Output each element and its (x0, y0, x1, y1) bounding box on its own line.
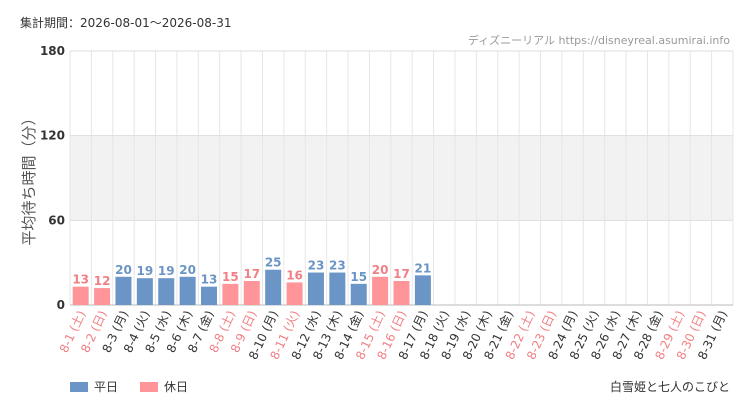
bar (136, 278, 153, 305)
bar-value-label: 16 (286, 268, 303, 282)
y-axis-label: 平均待ち時間（分） (20, 110, 38, 245)
legend-swatch-holiday (140, 381, 159, 392)
bar-value-label: 20 (372, 263, 389, 277)
legend-item-holiday: 休日 (140, 378, 188, 395)
bar-value-label: 17 (243, 267, 260, 281)
bar (329, 272, 346, 305)
bar (179, 276, 196, 305)
bar-value-label: 19 (137, 264, 154, 278)
bar-value-label: 17 (393, 267, 410, 281)
bar-value-label: 13 (72, 273, 89, 287)
legend-item-weekday: 平日 (70, 378, 118, 395)
bar (72, 286, 89, 305)
chart-band (70, 135, 733, 221)
bar (222, 283, 239, 305)
bar-value-label: 12 (94, 274, 111, 288)
bar-value-label: 20 (179, 263, 196, 277)
bar-value-label: 21 (415, 261, 432, 275)
y-tick-label: 120 (40, 129, 65, 143)
legend: 平日 休日 (70, 378, 188, 395)
bar (243, 281, 260, 305)
bar (393, 281, 410, 305)
attraction-name: 白雪姫と七人のこびと (609, 380, 730, 394)
source-text: ディズニーリアル https://disneyreal.asumirai.inf… (467, 34, 730, 47)
bar (158, 278, 175, 305)
legend-label-weekday: 平日 (94, 380, 119, 394)
bar-value-label: 15 (222, 270, 239, 284)
bar-value-label: 15 (350, 270, 367, 284)
bar (286, 282, 303, 305)
bar-value-label: 19 (158, 264, 175, 278)
bar (115, 276, 132, 305)
bar (265, 269, 282, 305)
bar-value-label: 25 (265, 256, 282, 270)
bar (350, 283, 367, 305)
bar-value-label: 23 (308, 259, 325, 273)
bar-value-label: 20 (115, 263, 132, 277)
period-text: 集計期間：2026-08-01〜2026-08-31 (20, 16, 232, 30)
bar (94, 288, 111, 305)
bar-value-label: 23 (329, 259, 346, 273)
bar (307, 272, 324, 305)
bar (372, 276, 389, 305)
legend-swatch-weekday (70, 381, 88, 392)
bar-value-label: 13 (201, 273, 218, 287)
y-tick-label: 180 (40, 44, 65, 58)
y-tick-label: 0 (57, 298, 65, 312)
y-tick-label: 60 (48, 213, 65, 227)
bar (201, 286, 218, 305)
legend-label-holiday: 休日 (164, 380, 189, 394)
bar (414, 275, 431, 305)
